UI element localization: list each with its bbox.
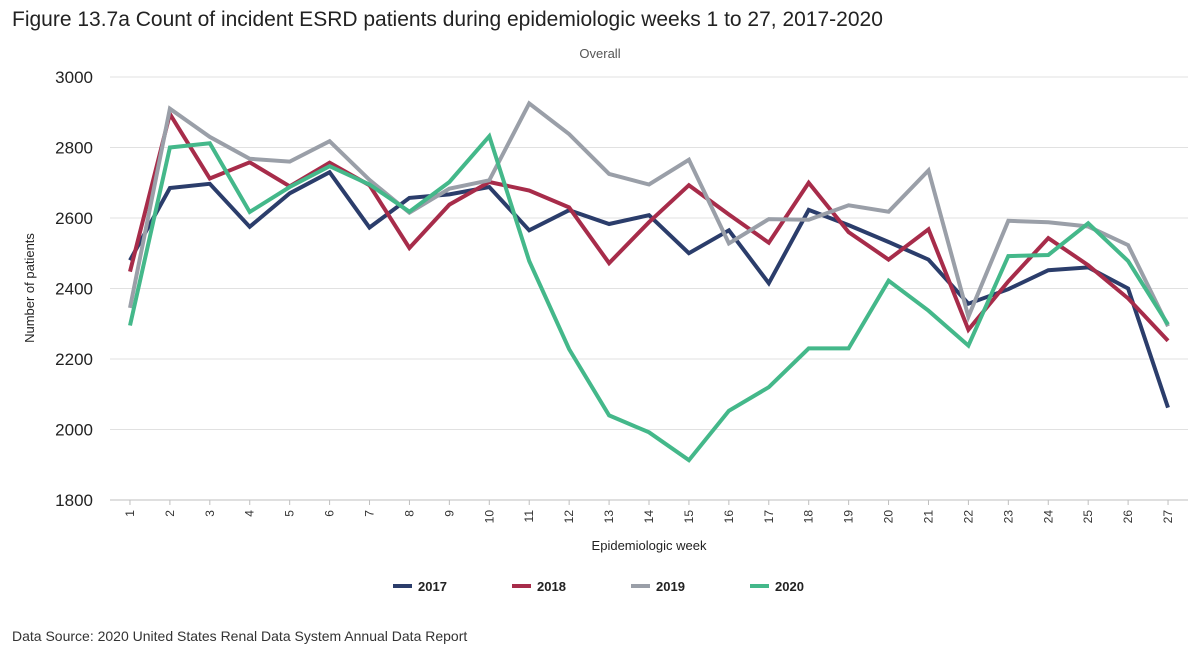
x-tick-label: 6 xyxy=(323,510,337,517)
x-tick-label: 22 xyxy=(961,510,975,524)
x-axis-ticks: 1 2 3 4 5 6 7 8 9 10 11 12 13 14 15 16 17 18 19 20 21 22 23 24 2… xyxy=(123,500,1175,523)
x-tick-label: 19 xyxy=(842,510,856,524)
x-tick-label: 3 xyxy=(203,510,217,517)
legend-label-2019: 2019 xyxy=(656,579,685,594)
x-tick-label: 7 xyxy=(363,510,377,517)
series-line-2020 xyxy=(128,132,1170,463)
y-tick-label: 2600 xyxy=(55,209,93,228)
x-tick-label: 24 xyxy=(1041,510,1055,524)
x-tick-label: 11 xyxy=(522,510,536,523)
y-tick-label: 2000 xyxy=(55,421,93,440)
data-source-note: Data Source: 2020 United States Renal Da… xyxy=(12,628,468,644)
y-tick-label: 3000 xyxy=(55,68,93,87)
x-tick-label: 14 xyxy=(642,510,656,524)
x-tick-label: 13 xyxy=(602,510,616,524)
gridlines xyxy=(110,76,1188,501)
series-line-2019 xyxy=(128,100,1170,328)
legend-label-2018: 2018 xyxy=(537,579,566,594)
x-tick-label: 10 xyxy=(482,510,496,524)
x-tick-label: 16 xyxy=(722,510,736,524)
x-tick-label: 17 xyxy=(762,510,776,524)
x-tick-label: 8 xyxy=(402,510,416,517)
y-tick-label: 2200 xyxy=(55,350,93,369)
x-tick-label: 20 xyxy=(882,510,896,524)
y-axis-label: Number of patients xyxy=(22,233,37,343)
legend: 2017 2018 2019 2020 xyxy=(393,579,804,594)
x-tick-label: 12 xyxy=(562,510,576,524)
y-axis-ticks: 1800 2000 2200 2400 2600 2800 3000 xyxy=(55,68,93,510)
series-lines xyxy=(128,100,1170,463)
y-tick-label: 2800 xyxy=(55,139,93,158)
x-tick-label: 15 xyxy=(682,510,696,524)
x-tick-label: 27 xyxy=(1161,510,1175,524)
y-tick-label: 1800 xyxy=(55,491,93,510)
x-tick-label: 25 xyxy=(1081,510,1095,524)
legend-label-2020: 2020 xyxy=(775,579,804,594)
series-line-2018 xyxy=(128,108,1170,343)
x-tick-label: 9 xyxy=(442,510,456,517)
x-axis-label: Epidemiologic week xyxy=(592,538,707,553)
y-tick-label: 2400 xyxy=(55,280,93,299)
series-line-2017 xyxy=(128,169,1170,409)
x-tick-label: 21 xyxy=(921,510,935,524)
chart-subtitle: Overall xyxy=(579,46,620,61)
x-tick-label: 1 xyxy=(123,510,137,517)
x-tick-label: 18 xyxy=(802,510,816,524)
x-tick-label: 23 xyxy=(1001,510,1015,524)
x-tick-label: 26 xyxy=(1121,510,1135,524)
x-tick-label: 5 xyxy=(283,510,297,517)
x-tick-label: 2 xyxy=(163,510,177,517)
legend-label-2017: 2017 xyxy=(418,579,447,594)
x-tick-label: 4 xyxy=(243,510,257,517)
chart-title: Figure 13.7a Count of incident ESRD pati… xyxy=(12,8,883,31)
